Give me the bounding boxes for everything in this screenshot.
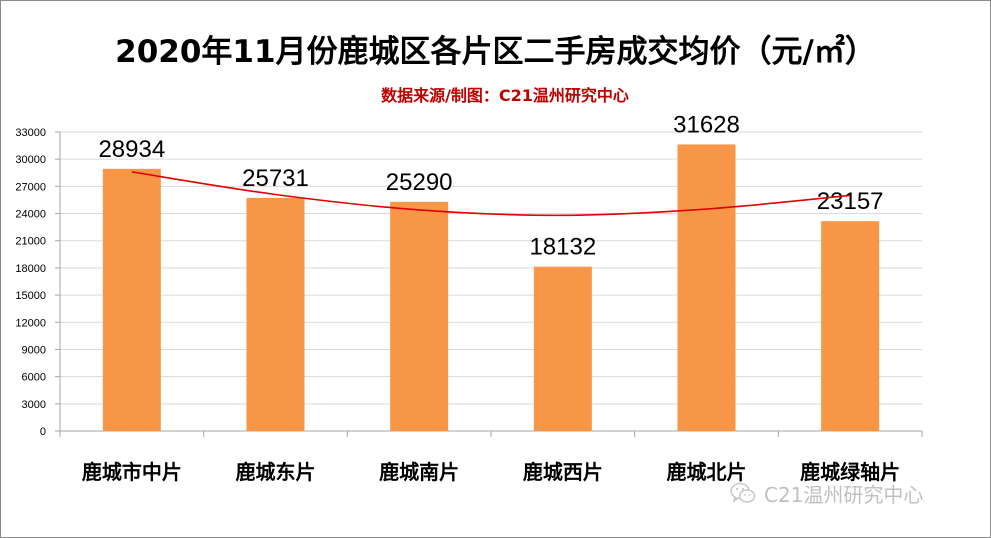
x-tick-label: 鹿城南片	[379, 460, 459, 484]
data-label: 23157	[817, 188, 884, 215]
x-tick-label: 鹿城绿轴片	[800, 460, 900, 484]
bar	[390, 201, 449, 431]
x-tick-label: 鹿城北片	[667, 460, 747, 484]
y-tick-label: 30000	[15, 154, 46, 166]
data-label: 25731	[242, 165, 309, 192]
bar	[102, 168, 161, 431]
x-tick-label: 鹿城市中片	[82, 460, 182, 484]
chart-subtitle: 数据来源/制图：C21温州研究中心	[381, 86, 629, 105]
y-tick-label: 3000	[22, 399, 46, 411]
y-tick-label: 18000	[15, 263, 46, 275]
chart-title: 2020年11月份鹿城区各片区二手房成交均价（元/㎡）	[115, 34, 876, 70]
watermark: C21温州研究中心	[728, 478, 923, 508]
y-tick-label: 24000	[15, 209, 46, 221]
y-tick-label: 33000	[15, 127, 46, 139]
data-label: 18132	[529, 234, 596, 261]
y-tick-label: 15000	[15, 290, 46, 302]
bar	[246, 197, 305, 431]
data-label: 28934	[98, 136, 165, 163]
data-label: 31628	[673, 111, 740, 138]
bar	[533, 266, 592, 431]
y-tick-label: 27000	[15, 181, 46, 193]
data-label: 25290	[386, 169, 453, 196]
watermark-text: C21温州研究中心	[764, 482, 924, 507]
x-tick-label: 鹿城东片	[236, 460, 316, 484]
bar	[677, 144, 736, 431]
x-tick-label: 鹿城西片	[523, 460, 603, 484]
wechat-icon	[730, 482, 756, 503]
trendline	[131, 171, 851, 217]
y-tick-label: 9000	[22, 344, 46, 356]
y-tick-label: 12000	[15, 317, 46, 329]
bar	[821, 221, 880, 431]
y-tick-label: 6000	[22, 372, 46, 384]
y-tick-label: 21000	[15, 236, 46, 248]
y-tick-label: 0	[40, 426, 46, 438]
